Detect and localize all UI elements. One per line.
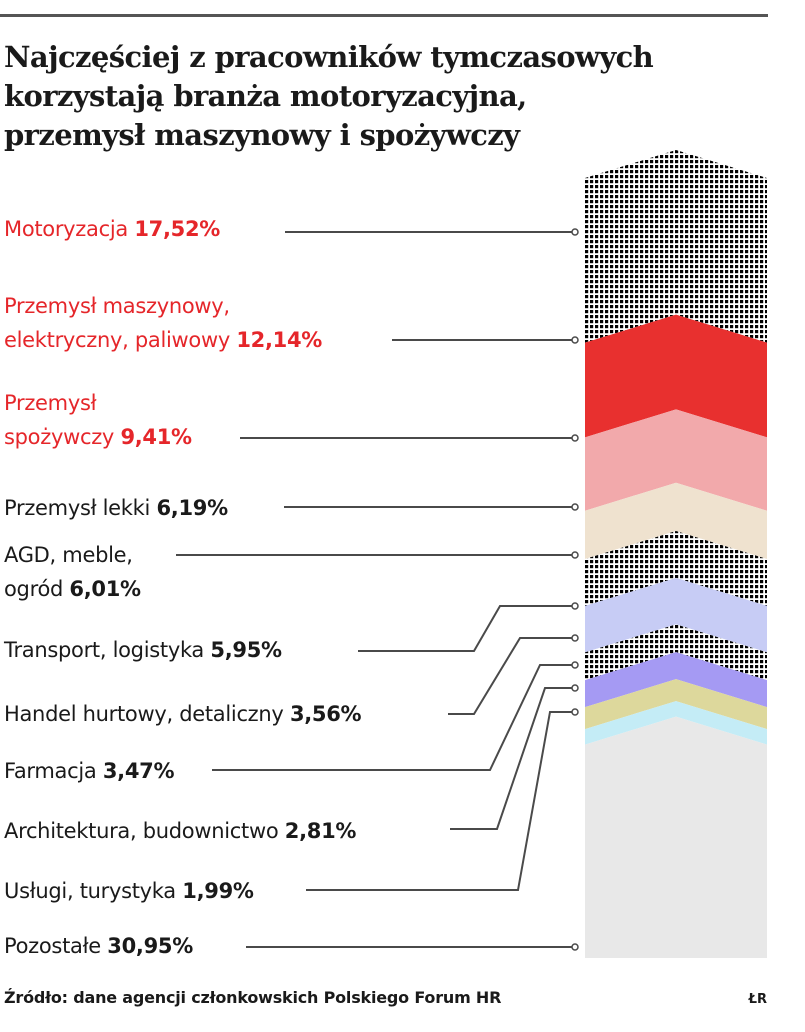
band-przemys-maszynowy-elektryczny-paliwowy bbox=[585, 314, 767, 438]
band-motoryzacja bbox=[585, 150, 767, 343]
label-value: 2,81% bbox=[284, 819, 357, 843]
band-przemys-spoz-ywczy bbox=[585, 409, 767, 511]
label-value: 6,01% bbox=[69, 577, 141, 601]
label-value: 3,47% bbox=[102, 759, 175, 783]
leader-transport-logistyka bbox=[358, 605, 575, 652]
label-text: Farmacja bbox=[4, 759, 97, 783]
title-line-3: przemysł maszynowy i spożywczy bbox=[4, 118, 520, 152]
band-transport-logistyka bbox=[585, 577, 767, 653]
source-note: Źródło: dane agencji członkowskich Polsk… bbox=[4, 988, 502, 1007]
label-text: Architektura, budownictwo bbox=[4, 819, 279, 843]
author-initials: ŁR bbox=[748, 992, 767, 1007]
band-pozosta-e bbox=[585, 716, 767, 958]
label-farmacja: Farmacja 3,47% bbox=[4, 754, 175, 788]
label-przemysl-lekki: Przemysł lekki 6,19% bbox=[4, 491, 228, 525]
label-handel: Handel hurtowy, detaliczny 3,56% bbox=[4, 697, 362, 731]
title-line-2: korzystają branża motoryzacyjna, bbox=[4, 79, 527, 113]
label-value: 17,52% bbox=[134, 217, 221, 241]
chart-title: Najczęściej z pracowników tymczasowych k… bbox=[4, 38, 794, 155]
leader-przemys-lekki-dot bbox=[571, 503, 579, 511]
leader-us-ugi-turystyka-dot bbox=[571, 708, 579, 716]
label-value: 9,41% bbox=[120, 425, 192, 449]
label-text-line-1: Przemysł maszynowy, bbox=[4, 294, 230, 318]
label-value: 1,99% bbox=[182, 879, 254, 903]
label-text: Handel hurtowy, detaliczny bbox=[4, 702, 284, 726]
label-text: Pozostałe bbox=[4, 934, 101, 958]
label-text-line-1: Przemysł bbox=[4, 391, 97, 415]
label-value: 3,56% bbox=[289, 702, 362, 726]
label-text-line-2: ogród bbox=[4, 577, 64, 601]
leader-przemys-maszynowy-elektryczny-paliwowy-dot bbox=[571, 336, 579, 344]
leader-architektura-budownictwo-dot bbox=[571, 684, 579, 692]
leader-us-ugi-turystyka bbox=[306, 711, 575, 891]
label-agd: AGD, meble, ogród 6,01% bbox=[4, 538, 141, 606]
leader-lines bbox=[176, 228, 579, 951]
leader-transport-logistyka-dot bbox=[571, 602, 579, 610]
leader-agd-meble-ogro-d-dot bbox=[571, 551, 579, 559]
label-motoryzacja: Motoryzacja 17,52% bbox=[4, 212, 220, 246]
chart-bands bbox=[585, 150, 767, 958]
label-przemysl-spozywczy: Przemysł spożywczy 9,41% bbox=[4, 386, 192, 454]
label-text-line-1: AGD, meble, bbox=[4, 543, 133, 567]
label-text: Usługi, turystyka bbox=[4, 879, 176, 903]
label-pozostale: Pozostałe 30,95% bbox=[4, 929, 193, 963]
leader-handel-hurtowy-detaliczny-dot bbox=[571, 634, 579, 642]
band-przemys-lekki bbox=[585, 482, 767, 560]
band-architektura-budownictwo bbox=[585, 679, 767, 730]
label-value: 6,19% bbox=[156, 496, 228, 520]
label-architektura: Architektura, budownictwo 2,81% bbox=[4, 814, 356, 848]
band-farmacja bbox=[585, 652, 767, 708]
label-text: Transport, logistyka bbox=[4, 638, 205, 662]
label-przemysl-maszynowy: Przemysł maszynowy, elektryczny, paliwow… bbox=[4, 289, 322, 357]
label-uslugi: Usługi, turystyka 1,99% bbox=[4, 874, 254, 908]
label-text: Motoryzacja bbox=[4, 217, 128, 241]
leader-farmacja bbox=[212, 664, 575, 771]
label-text-line-2: elektryczny, paliwowy bbox=[4, 328, 230, 352]
leader-pozosta-e-dot bbox=[571, 943, 579, 951]
leader-farmacja-dot bbox=[571, 661, 579, 669]
label-text: Przemysł lekki bbox=[4, 496, 151, 520]
leader-architektura-budownictwo bbox=[450, 687, 575, 830]
label-transport: Transport, logistyka 5,95% bbox=[4, 633, 282, 667]
leader-przemys-spoz-ywczy-dot bbox=[571, 434, 579, 442]
band-handel-hurtowy-detaliczny bbox=[585, 624, 767, 681]
label-text-line-2: spożywczy bbox=[4, 425, 115, 449]
leader-motoryzacja-dot bbox=[571, 228, 579, 236]
title-line-1: Najczęściej z pracowników tymczasowych bbox=[4, 40, 654, 74]
band-agd-meble-ogro-d bbox=[585, 531, 767, 606]
top-rule bbox=[0, 14, 768, 17]
label-value: 30,95% bbox=[107, 934, 193, 958]
leader-handel-hurtowy-detaliczny bbox=[448, 637, 575, 715]
label-value: 12,14% bbox=[236, 328, 323, 352]
label-value: 5,95% bbox=[210, 638, 282, 662]
band-us-ugi-turystyka bbox=[585, 701, 767, 745]
